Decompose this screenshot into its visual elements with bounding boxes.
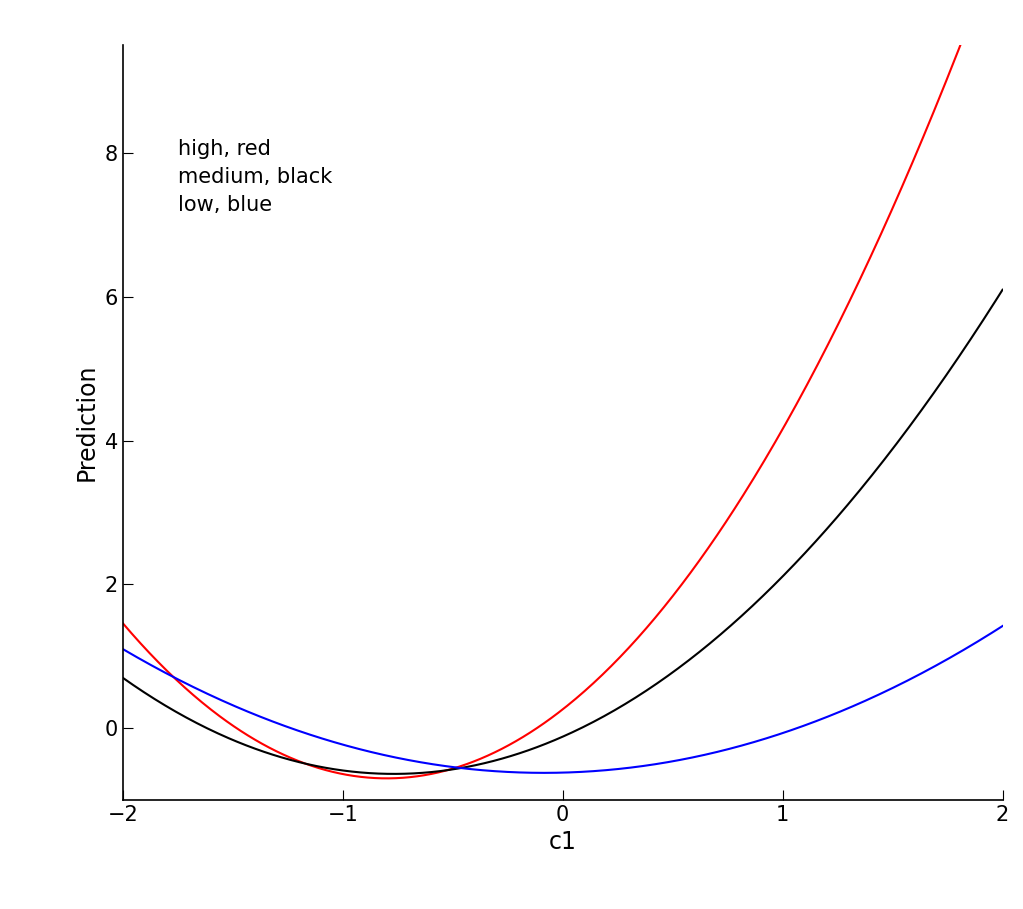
Y-axis label: Prediction: Prediction bbox=[75, 364, 99, 482]
X-axis label: c1: c1 bbox=[548, 830, 577, 854]
Text: high, red
medium, black
low, blue: high, red medium, black low, blue bbox=[178, 139, 332, 215]
